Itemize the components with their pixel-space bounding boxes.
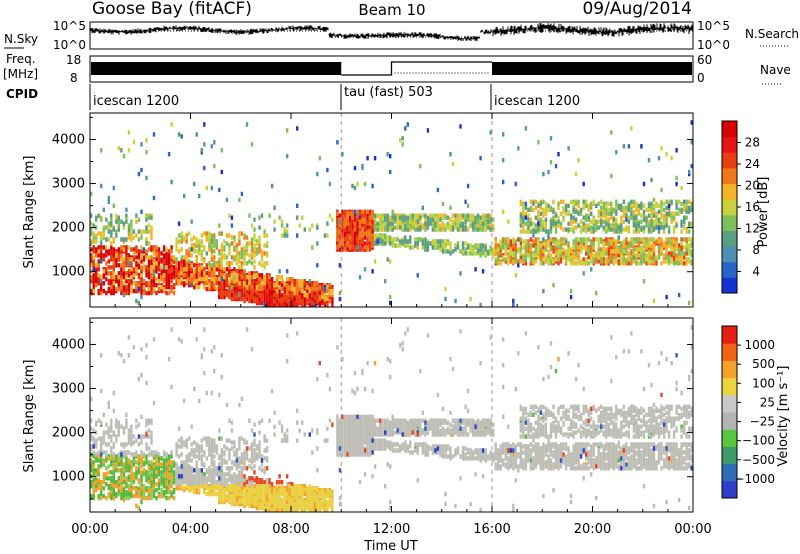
colorbar-swatch	[722, 378, 737, 396]
cpid-segment-1: icescan 1200	[93, 94, 179, 109]
colorbar-swatch	[722, 343, 737, 361]
colorbar-tick-label: 100	[752, 376, 775, 390]
colorbar-swatch	[722, 277, 737, 293]
nsky-strip: N.Sky 10^5 10^0 10^5 10^0 N.Search	[4, 19, 799, 52]
velocity-colorbar: 1000 500 100 25 −25 −100 −500 −1000	[722, 326, 775, 499]
freq-block-1	[91, 62, 341, 75]
y-tick-label: 4000	[52, 337, 85, 352]
x-tick-label: 12:00	[373, 522, 410, 537]
beam-title: Beam 10	[358, 1, 425, 19]
y-tick-label: 2000	[52, 426, 85, 441]
nave-label: Nave	[760, 63, 791, 77]
velocity-cbar-label: Velocity [m s⁻¹]	[776, 366, 791, 467]
colorbar-swatch	[722, 121, 737, 137]
colorbar-swatch	[722, 168, 737, 184]
nsky-series	[91, 23, 692, 41]
freq-trace	[91, 62, 692, 75]
colorbar-swatch	[722, 326, 737, 344]
colorbar-swatch	[722, 184, 737, 200]
colorbar-tick-label: −1000	[734, 472, 775, 486]
nsearch-label: N.Search	[745, 27, 799, 41]
x-tick-label: 04:00	[172, 522, 209, 537]
power-cells	[90, 210, 693, 304]
colorbar-swatch	[722, 429, 737, 447]
colorbar-tick-label: −100	[742, 434, 775, 448]
colorbar-swatch	[722, 137, 737, 153]
power-cells	[90, 122, 693, 303]
colorbar-tick-label: 25	[760, 395, 775, 409]
power-cells	[90, 122, 693, 307]
power-cbar-label: Power [dB]	[756, 177, 771, 248]
x-axis-label: Time UT	[363, 539, 417, 554]
x-tick-label: 16:00	[473, 522, 510, 537]
nsky-label: N.Sky	[4, 32, 38, 46]
velocity-panel: 1000 2000 3000 4000 Slant Range [km] 1000 50…	[22, 318, 791, 512]
freq-unit: [MHz]	[3, 67, 38, 81]
y-tick-label: 1000	[52, 265, 85, 280]
cpid-segment-3: icescan 1200	[494, 94, 580, 109]
y-tick-label: 3000	[52, 177, 85, 192]
colorbar-swatch	[722, 246, 737, 262]
freq-strip: Freq. [MHz] 18 8 60 0 Nave	[3, 52, 791, 85]
y-tick-label: 2000	[52, 221, 85, 236]
colorbar-swatch	[722, 412, 737, 430]
colorbar-tick-label: 1000	[744, 338, 775, 352]
nsky-tick-top-right: 10^5	[697, 19, 730, 33]
colorbar-tick-label: 24	[745, 157, 760, 171]
date-title: 09/Aug/2014	[582, 0, 692, 19]
colorbar-swatch	[722, 152, 737, 168]
power-cells	[90, 200, 693, 302]
power-ylabel: Slant Range [km]	[22, 156, 37, 269]
colorbar-swatch	[722, 215, 737, 231]
nave-tick-top: 60	[697, 53, 712, 67]
y-tick-label: 1000	[52, 470, 85, 485]
colorbar-tick-label: −500	[742, 453, 775, 467]
colorbar-swatch	[722, 446, 737, 464]
power-cells	[90, 128, 693, 305]
colorbar-tick-label: 28	[745, 136, 760, 150]
power-heatmap	[90, 113, 693, 512]
nsky-tick-top-left: 10^5	[53, 19, 86, 33]
velocity-ylabel: Slant Range [km]	[22, 360, 37, 473]
colorbar-tick-label: 4	[752, 265, 760, 279]
y-tick-label: 4000	[52, 132, 85, 147]
nsky-trace	[91, 23, 693, 41]
velocity-heatmap	[90, 325, 693, 512]
cpid-strip: CPID icescan 1200 tau (fast) 503 icescan…	[6, 84, 580, 110]
colorbar-tick-label: 500	[752, 357, 775, 371]
station-title: Goose Bay (fitACF)	[92, 0, 252, 19]
freq-tick-bot-left: 8	[70, 71, 78, 85]
freq-tick-top-left: 18	[66, 53, 81, 67]
colorbar-swatch	[722, 360, 737, 378]
y-tick-label: 3000	[52, 382, 85, 397]
colorbar-swatch	[722, 230, 737, 246]
cpid-label: CPID	[6, 87, 38, 101]
freq-tau-series	[341, 62, 492, 75]
cpid-segment-2: tau (fast) 503	[344, 85, 433, 100]
nave-tick-bot: 0	[697, 71, 705, 85]
colorbar-swatch	[722, 395, 737, 413]
x-tick-label: 08:00	[272, 522, 309, 537]
power-colorbar: 4 8 12 16 20 24 28	[722, 121, 760, 294]
velocity-cells	[90, 325, 693, 512]
nsky-tick-bot-right: 10^0	[697, 38, 730, 52]
nsky-tick-bot-left: 10^0	[53, 38, 86, 52]
x-tick-label: 00:00	[674, 522, 711, 537]
freq-label: Freq.	[6, 52, 36, 66]
colorbar-swatch	[722, 262, 737, 278]
x-tick-label: 00:00	[71, 522, 108, 537]
colorbar-swatch	[722, 199, 737, 215]
freq-block-2	[492, 62, 692, 75]
x-tick-label: 20:00	[574, 522, 611, 537]
colorbar-tick-label: −25	[750, 415, 775, 429]
